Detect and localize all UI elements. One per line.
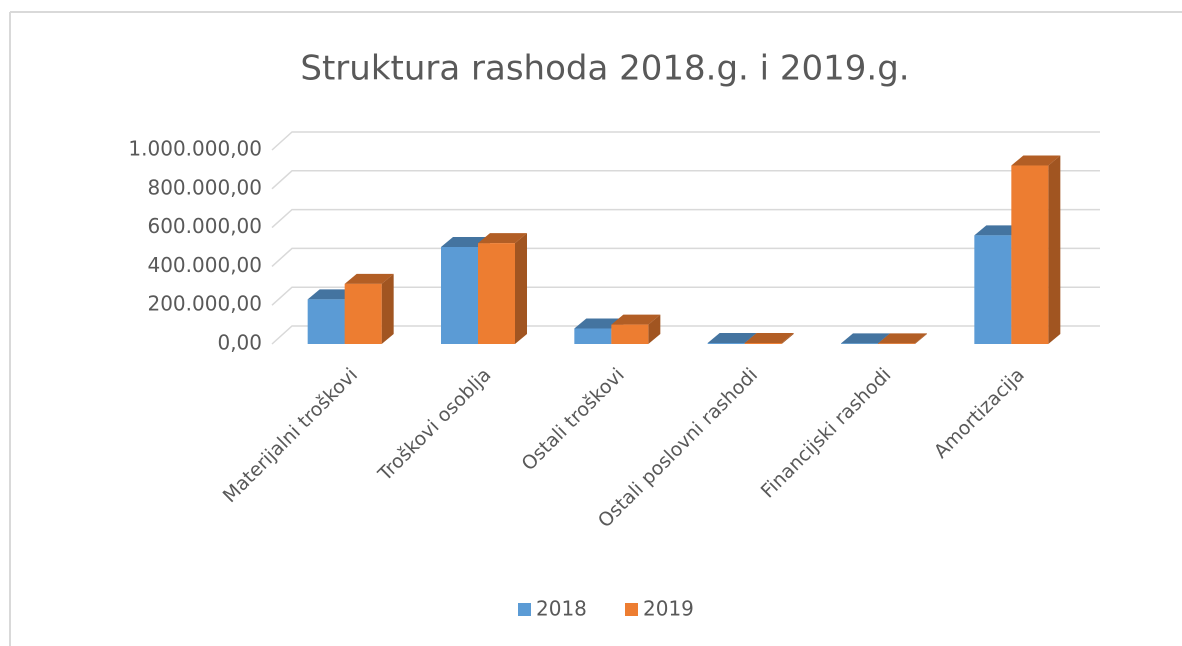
bar-top	[1011, 155, 1061, 166]
x-tick-label: Financijski rashodi	[757, 364, 896, 503]
bar-side	[781, 333, 794, 344]
bar	[707, 343, 745, 344]
bar	[611, 324, 649, 344]
bar-top	[574, 318, 624, 329]
y-tick-label: 1.000.000,00	[128, 137, 262, 161]
bar-top	[744, 333, 794, 344]
grid-line	[271, 208, 1100, 229]
legend-swatch	[625, 603, 638, 616]
bar-top	[344, 273, 394, 284]
x-tick-label: Amortizacija	[930, 364, 1029, 463]
bar	[574, 328, 612, 344]
bar-top	[974, 225, 1024, 236]
bar	[974, 235, 1012, 344]
bar-side	[515, 233, 527, 344]
bar	[478, 243, 515, 344]
x-tick-label: Materijalni troškovi	[219, 364, 362, 507]
bar-top	[441, 237, 490, 247]
y-tick-label: 200.000,00	[147, 292, 262, 316]
bar-top	[611, 314, 661, 325]
x-tick-label: Troškovi osoblja	[373, 364, 495, 486]
bar	[344, 283, 382, 344]
legend-swatch	[518, 603, 531, 616]
bar-side	[915, 333, 927, 344]
grid-line	[271, 247, 1100, 267]
y-tick-label: 0,00	[217, 331, 262, 355]
bar-top	[841, 333, 890, 344]
bar	[441, 247, 478, 344]
bar-top	[707, 333, 757, 344]
legend-label: 2018	[536, 597, 587, 621]
grid-line	[271, 131, 1100, 151]
bar-top	[307, 289, 357, 300]
grid-line	[271, 286, 1100, 306]
bar-side	[648, 314, 661, 344]
bar-side	[1048, 155, 1061, 344]
bar-side	[381, 273, 394, 344]
bar	[841, 343, 878, 344]
x-tick-label: Ostali troškovi	[517, 364, 628, 475]
legend-label: 2019	[643, 597, 694, 621]
bar	[878, 343, 915, 344]
y-tick-label: 400.000,00	[147, 253, 262, 277]
bar-top	[878, 333, 927, 344]
grid-line	[271, 170, 1100, 190]
bar	[307, 299, 345, 344]
bar-top	[478, 233, 527, 244]
bar	[744, 343, 782, 344]
chart-title: Struktura rashoda 2018.g. i 2019.g.	[300, 49, 909, 89]
bar	[1011, 165, 1049, 344]
y-tick-label: 800.000,00	[147, 175, 262, 199]
y-tick-label: 600.000,00	[147, 214, 262, 238]
grid-line	[271, 325, 1100, 345]
